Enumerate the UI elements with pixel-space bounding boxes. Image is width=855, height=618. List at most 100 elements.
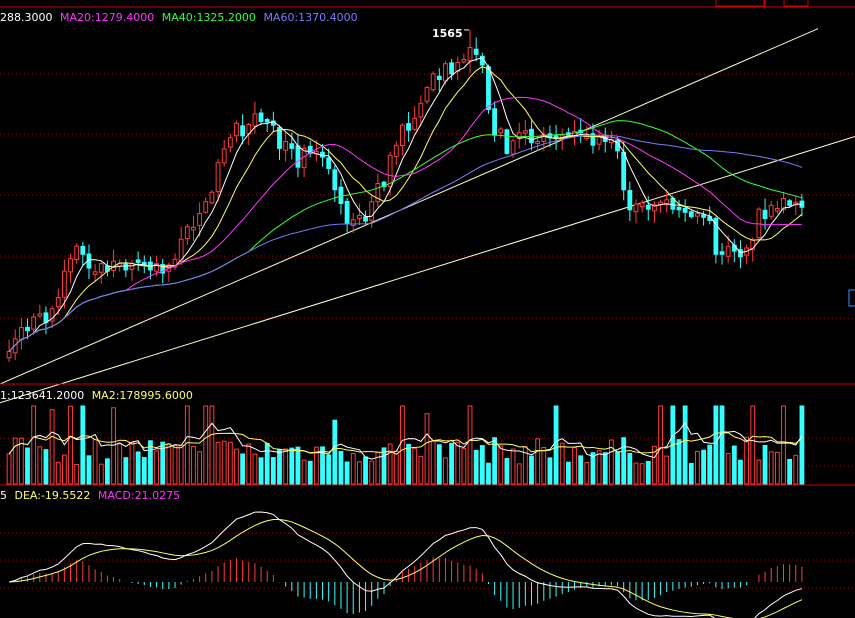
volume-bar xyxy=(37,446,43,485)
volume-bar xyxy=(129,441,135,485)
candle xyxy=(363,216,368,222)
candle xyxy=(553,135,559,139)
volume-bar xyxy=(221,440,227,485)
volume-bar xyxy=(86,455,92,485)
volume-bar xyxy=(43,449,49,485)
macd-dea-line xyxy=(9,518,803,618)
volume-bar xyxy=(191,446,196,485)
volume-legend: 1:123641.2000 MA2:178995.6000 xyxy=(0,389,193,402)
volume-bar xyxy=(787,458,793,485)
volume-bar xyxy=(602,452,608,485)
candle xyxy=(621,151,627,191)
volume-bar xyxy=(793,454,799,485)
moving-average-lines xyxy=(8,57,803,352)
volume-legend-vol: 1:123641.2000 xyxy=(0,389,84,402)
volume-bar xyxy=(682,405,688,485)
volume-bar xyxy=(676,439,682,485)
toolbar-button-left[interactable] xyxy=(715,0,765,7)
volume-bar xyxy=(504,458,510,485)
volume-bar xyxy=(111,407,116,485)
candle xyxy=(387,154,393,187)
candle xyxy=(762,209,768,220)
candle xyxy=(676,206,682,211)
candle xyxy=(92,271,98,275)
volume-bar xyxy=(461,448,467,485)
side-scroll-marker[interactable] xyxy=(848,289,855,307)
ma60-line xyxy=(8,134,803,352)
volume-bar xyxy=(25,447,30,485)
candle xyxy=(535,140,541,144)
volume-bar xyxy=(166,443,172,485)
volume-bar xyxy=(449,442,455,485)
macd-legend: 5 DEA:-19.5522 MACD:21.0275 xyxy=(0,489,180,502)
candle xyxy=(406,123,411,131)
volume-bar xyxy=(424,413,430,485)
candle xyxy=(381,181,387,188)
candle xyxy=(12,338,18,354)
volume-ma2-line xyxy=(8,432,803,455)
candle xyxy=(768,204,774,217)
candle xyxy=(430,73,436,91)
candle xyxy=(701,214,706,218)
volume-bar xyxy=(61,454,67,485)
candle xyxy=(68,258,73,273)
candle xyxy=(713,217,719,255)
volume-bar xyxy=(664,455,670,485)
candle xyxy=(492,108,498,136)
candle xyxy=(49,308,55,322)
volume-bar xyxy=(55,461,61,485)
upper-trendline xyxy=(0,28,819,385)
volume-bar xyxy=(197,451,203,485)
candle xyxy=(449,62,455,75)
volume-bar xyxy=(209,405,215,485)
candle xyxy=(135,259,141,263)
volume-bar xyxy=(332,419,338,485)
volume-bar xyxy=(393,450,399,485)
candle xyxy=(61,270,67,298)
volume-bar xyxy=(412,448,418,485)
volume-bar xyxy=(246,443,252,485)
volume-bar xyxy=(719,405,725,485)
macd-legend-diff: 5 xyxy=(0,489,7,502)
volume-bar xyxy=(467,405,473,485)
volume-bar xyxy=(639,463,645,485)
volume-bar xyxy=(553,405,559,485)
candle xyxy=(160,264,166,274)
volume-bar xyxy=(400,405,405,485)
candle xyxy=(326,157,332,169)
candle xyxy=(436,75,442,80)
candle xyxy=(289,143,295,149)
ma5-line xyxy=(8,57,802,352)
volume-bar xyxy=(240,453,246,485)
candle xyxy=(498,128,504,134)
candle xyxy=(203,201,209,213)
grid-lines xyxy=(0,73,855,589)
candle xyxy=(725,246,731,257)
volume-bar xyxy=(436,444,442,485)
volume-bar xyxy=(596,450,602,485)
volume-bar xyxy=(510,448,516,485)
volume-bar xyxy=(695,450,700,485)
candle xyxy=(455,62,461,72)
volume-bar xyxy=(473,449,479,485)
volume-bar xyxy=(258,457,264,485)
candle xyxy=(738,249,743,258)
candle xyxy=(258,112,264,122)
volume-bar xyxy=(750,405,756,485)
price-legend: 288.3000 MA20:1279.4000 MA40:1325.2000 M… xyxy=(0,11,358,24)
volume-bar xyxy=(572,447,577,485)
volume-bar xyxy=(608,439,614,485)
volume-bar xyxy=(547,457,553,485)
candle xyxy=(356,214,362,219)
volume-bar xyxy=(203,405,209,485)
candle xyxy=(688,211,694,218)
volume-bar xyxy=(381,447,387,485)
volume-bar xyxy=(615,451,620,485)
candle xyxy=(215,162,221,193)
volume-bar xyxy=(486,462,491,485)
volume-bar xyxy=(49,409,55,485)
toolbar-button-right[interactable] xyxy=(783,0,809,7)
candle xyxy=(191,226,196,231)
candle xyxy=(627,190,633,211)
